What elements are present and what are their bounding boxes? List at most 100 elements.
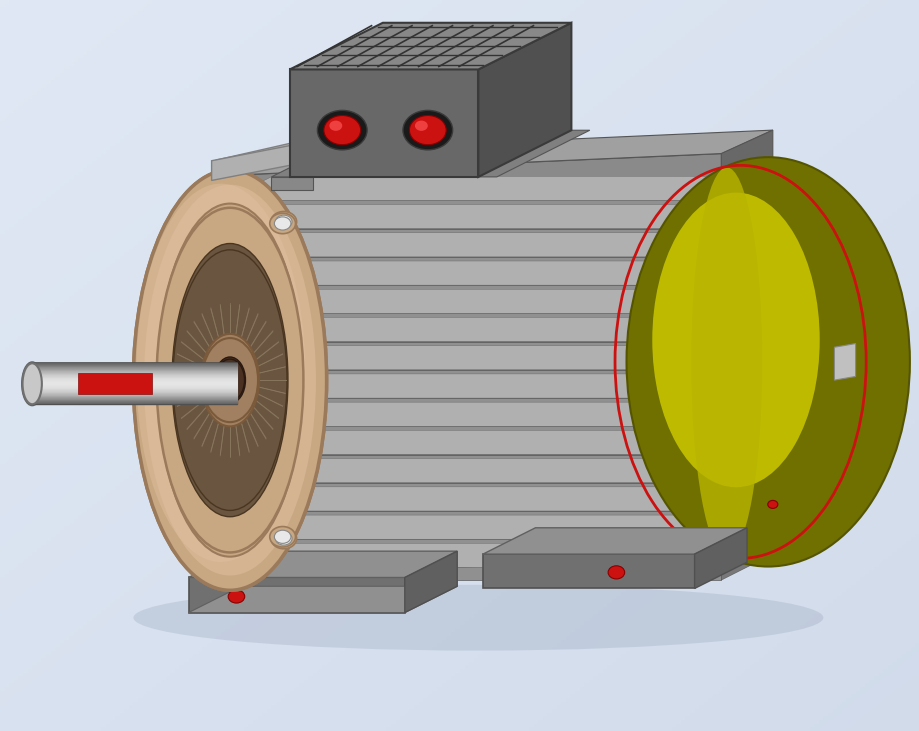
Polygon shape: [224, 543, 768, 567]
Polygon shape: [224, 426, 720, 439]
Polygon shape: [225, 154, 721, 585]
Ellipse shape: [270, 529, 296, 549]
Circle shape: [329, 121, 342, 131]
Polygon shape: [720, 402, 768, 439]
Polygon shape: [694, 528, 746, 588]
Polygon shape: [32, 363, 237, 404]
Polygon shape: [224, 261, 768, 285]
Polygon shape: [224, 439, 720, 455]
Polygon shape: [224, 482, 720, 496]
Polygon shape: [224, 200, 720, 213]
Ellipse shape: [136, 183, 305, 562]
Ellipse shape: [157, 203, 302, 557]
Polygon shape: [224, 285, 720, 298]
Polygon shape: [720, 346, 768, 382]
Polygon shape: [224, 511, 720, 523]
Polygon shape: [78, 373, 152, 395]
Polygon shape: [224, 487, 768, 511]
Polygon shape: [224, 458, 768, 482]
Polygon shape: [224, 539, 720, 552]
Ellipse shape: [22, 363, 42, 405]
Polygon shape: [224, 523, 720, 539]
Ellipse shape: [172, 243, 288, 517]
Polygon shape: [720, 232, 768, 270]
Polygon shape: [224, 205, 768, 229]
Ellipse shape: [269, 213, 295, 234]
Polygon shape: [224, 515, 768, 539]
Polygon shape: [720, 431, 768, 467]
Polygon shape: [720, 289, 768, 326]
Polygon shape: [188, 551, 457, 577]
Ellipse shape: [22, 363, 42, 404]
Polygon shape: [224, 314, 720, 326]
Polygon shape: [224, 346, 768, 370]
Ellipse shape: [133, 170, 326, 591]
Circle shape: [275, 532, 291, 545]
Ellipse shape: [269, 526, 295, 547]
Polygon shape: [224, 411, 720, 426]
Circle shape: [607, 566, 624, 579]
Polygon shape: [224, 232, 768, 257]
Circle shape: [274, 530, 290, 543]
Ellipse shape: [156, 208, 303, 553]
Polygon shape: [404, 551, 457, 613]
Polygon shape: [224, 270, 720, 285]
Polygon shape: [32, 384, 237, 404]
Polygon shape: [224, 402, 768, 426]
Circle shape: [403, 110, 452, 150]
Ellipse shape: [626, 157, 909, 567]
Polygon shape: [478, 23, 571, 177]
Circle shape: [767, 500, 777, 509]
Polygon shape: [32, 363, 237, 404]
Circle shape: [228, 590, 244, 603]
Polygon shape: [224, 326, 720, 341]
Polygon shape: [78, 373, 152, 395]
Polygon shape: [224, 370, 720, 382]
Polygon shape: [224, 382, 720, 398]
Polygon shape: [224, 176, 768, 200]
Ellipse shape: [133, 585, 823, 651]
Polygon shape: [482, 528, 746, 554]
Polygon shape: [271, 177, 312, 190]
Polygon shape: [289, 23, 571, 69]
Circle shape: [414, 121, 427, 131]
Polygon shape: [224, 374, 768, 398]
Polygon shape: [224, 229, 720, 241]
Ellipse shape: [202, 338, 257, 422]
Polygon shape: [720, 317, 768, 355]
Circle shape: [317, 110, 367, 150]
Polygon shape: [720, 205, 768, 241]
Polygon shape: [834, 344, 855, 380]
Polygon shape: [720, 176, 768, 213]
Circle shape: [274, 217, 290, 230]
Ellipse shape: [270, 211, 296, 232]
Ellipse shape: [133, 170, 326, 591]
Polygon shape: [482, 554, 694, 588]
Polygon shape: [224, 213, 720, 229]
Polygon shape: [224, 317, 768, 341]
Ellipse shape: [201, 334, 259, 426]
Polygon shape: [188, 577, 404, 613]
Polygon shape: [271, 130, 589, 177]
Polygon shape: [720, 374, 768, 411]
Polygon shape: [720, 543, 768, 580]
Polygon shape: [224, 398, 720, 411]
Polygon shape: [224, 289, 768, 314]
Polygon shape: [32, 363, 237, 384]
Ellipse shape: [215, 359, 244, 401]
Polygon shape: [224, 467, 720, 482]
Polygon shape: [224, 257, 720, 270]
Polygon shape: [224, 355, 720, 370]
Polygon shape: [225, 130, 772, 175]
Polygon shape: [224, 298, 720, 314]
Polygon shape: [224, 552, 720, 567]
Polygon shape: [188, 586, 457, 613]
Polygon shape: [720, 487, 768, 523]
Polygon shape: [720, 261, 768, 298]
Polygon shape: [224, 567, 720, 580]
Polygon shape: [216, 138, 312, 178]
Ellipse shape: [214, 357, 245, 404]
Polygon shape: [224, 496, 720, 511]
Polygon shape: [720, 130, 772, 548]
Circle shape: [275, 215, 291, 228]
